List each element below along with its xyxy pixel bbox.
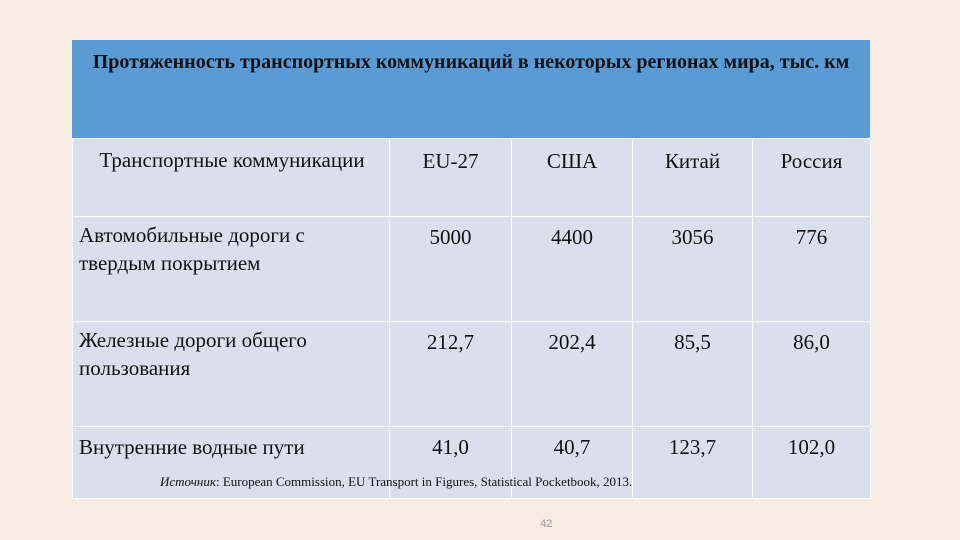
table-cell: 202,4 [511, 321, 633, 427]
header-cell: EU-27 [389, 138, 512, 217]
table-cell: 4400 [511, 216, 633, 322]
title: Протяженность транспортных коммуникаций … [72, 40, 870, 138]
source-label: Источник [160, 474, 216, 489]
table-cell: 40,7 [511, 426, 633, 499]
table-row: Железные дороги общего пользования 212,7 2… [72, 321, 871, 427]
header-cell: Китай [632, 138, 753, 217]
table-cell: 86,0 [752, 321, 871, 427]
table-cell: 776 [752, 216, 871, 322]
table-cell: 212,7 [389, 321, 512, 427]
source-note: Источник: European Commission, EU Transp… [160, 474, 632, 490]
table-cell: 3056 [632, 216, 753, 322]
header-cell: Россия [752, 138, 871, 217]
table-cell: Автомобильные дороги с твердым покрытием [72, 216, 390, 322]
table-row: Внутренние водные пути 41,0 40,7 123,7 102,0 [72, 426, 871, 499]
source-text: : European Commission, EU Transport in F… [215, 474, 633, 489]
table-cell: 123,7 [632, 426, 753, 499]
table-cell: Железные дороги общего пользования [72, 321, 390, 427]
header-cell: Транспортные коммуникации [72, 138, 390, 217]
table-cell: 102,0 [752, 426, 871, 499]
header-row: Транспортные коммуникации EU-27 США Китай Ро… [72, 138, 871, 217]
table: Транспортные коммуникации EU-27 США Китай Ро… [72, 138, 871, 499]
table-cell: 85,5 [632, 321, 753, 427]
table-row: Автомобильные дороги с твердым покрытием… [72, 216, 871, 322]
header-cell: США [511, 138, 633, 217]
table-cell: Внутренние водные пути [72, 426, 390, 499]
table-cell: 5000 [389, 216, 512, 322]
page-number: 42 [540, 518, 553, 530]
